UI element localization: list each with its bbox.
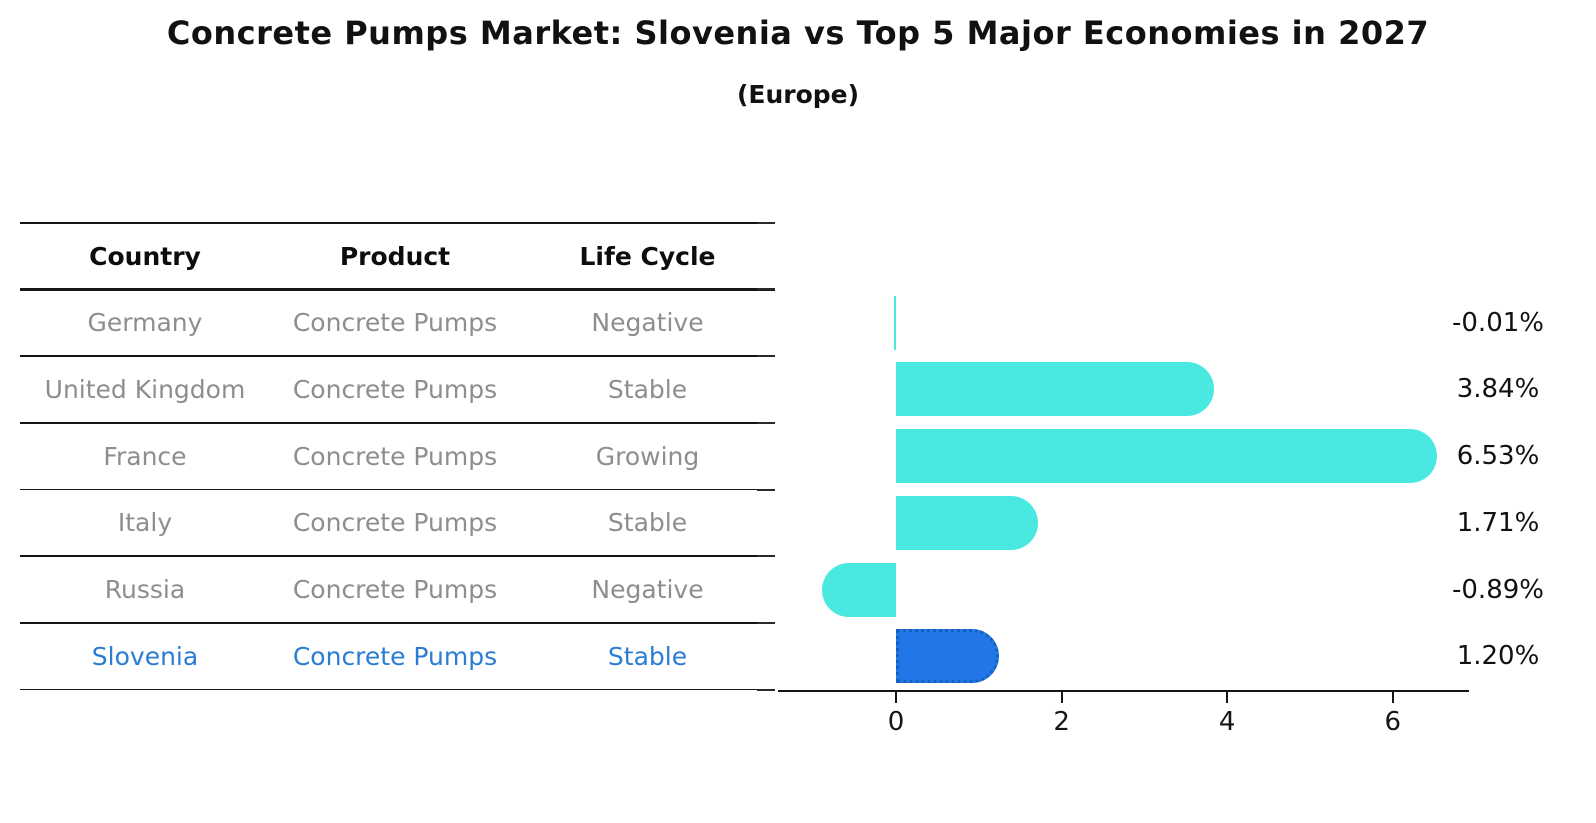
table-row: United Kingdom Concrete Pumps Stable — [20, 356, 775, 423]
table-row-rule — [20, 622, 775, 624]
x-axis-tick — [1391, 692, 1394, 703]
cell-country: France — [103, 441, 187, 471]
chart-title: Concrete Pumps Market: Slovenia vs Top 5… — [166, 14, 1430, 52]
bar-italy — [896, 495, 1038, 550]
table-header-country: Country — [89, 241, 201, 271]
x-axis-tick — [895, 692, 897, 703]
table-header-row: Country Product Life Cycle — [20, 223, 775, 290]
cell-country: Russia — [104, 575, 186, 605]
y-axis-tick — [757, 288, 775, 291]
x-tick-label: 4 — [1218, 707, 1236, 737]
table-header-product: Product — [339, 241, 451, 271]
y-axis-tick — [757, 421, 775, 424]
x-tick-label: 2 — [1053, 707, 1070, 737]
table-row-rule — [20, 355, 775, 357]
cell-product: Concrete Pumps — [292, 508, 498, 538]
cell-country: Italy — [117, 508, 173, 538]
bar-united-kingdom — [896, 362, 1214, 417]
cell-life_cycle: Growing — [595, 441, 700, 471]
table-row-rule — [20, 488, 775, 491]
table-row: Italy Concrete Pumps Stable — [20, 490, 775, 557]
cell-product: Concrete Pumps — [292, 374, 498, 404]
value-label: 1.71% — [1456, 507, 1540, 538]
table-row-rule — [20, 555, 775, 558]
table-row: Germany Concrete Pumps Negative — [20, 289, 775, 356]
bar-germany — [894, 295, 896, 350]
table-row: Slovenia Concrete Pumps Stable — [20, 623, 775, 690]
chart-subtitle: (Europe) — [736, 80, 860, 109]
bar-slovenia — [896, 629, 1000, 684]
table-header-life-cycle: Life Cycle — [579, 241, 716, 271]
cell-product: Concrete Pumps — [292, 641, 498, 671]
y-axis-tick — [757, 355, 775, 358]
value-label: -0.89% — [1452, 574, 1544, 605]
value-label: -0.01% — [1452, 307, 1544, 338]
table-row-rule — [20, 288, 775, 291]
cell-country: Slovenia — [91, 641, 199, 671]
y-axis-tick — [757, 221, 775, 224]
cell-life_cycle: Negative — [591, 575, 704, 605]
y-axis-tick — [757, 688, 775, 691]
cell-product: Concrete Pumps — [292, 441, 498, 471]
cell-product: Concrete Pumps — [292, 308, 498, 338]
y-axis-tick — [757, 621, 775, 624]
bar-russia — [822, 562, 896, 617]
x-axis-tick — [1060, 692, 1063, 703]
x-tick-label: 0 — [887, 707, 905, 737]
table-bottom-rule — [20, 688, 775, 691]
y-axis-tick — [757, 555, 775, 558]
value-label: 3.84% — [1456, 374, 1540, 405]
x-axis-tick — [1226, 692, 1229, 703]
x-axis-line — [778, 689, 1469, 693]
value-label: 6.53% — [1456, 441, 1540, 472]
x-tick-label: 6 — [1384, 707, 1402, 737]
cell-life_cycle: Stable — [607, 641, 688, 671]
table-top-rule — [20, 221, 775, 224]
cell-life_cycle: Negative — [591, 308, 704, 338]
value-label: 1.20% — [1456, 641, 1540, 672]
cell-life_cycle: Stable — [607, 508, 688, 538]
cell-product: Concrete Pumps — [292, 575, 498, 605]
cell-life_cycle: Stable — [607, 374, 688, 404]
cell-country: United Kingdom — [44, 374, 246, 404]
y-axis-tick — [757, 488, 775, 491]
table-row-rule — [20, 421, 775, 424]
cell-country: Germany — [87, 308, 203, 338]
bar-france — [896, 429, 1437, 484]
table-row: France Concrete Pumps Growing — [20, 423, 775, 490]
table-row: Russia Concrete Pumps Negative — [20, 556, 775, 623]
